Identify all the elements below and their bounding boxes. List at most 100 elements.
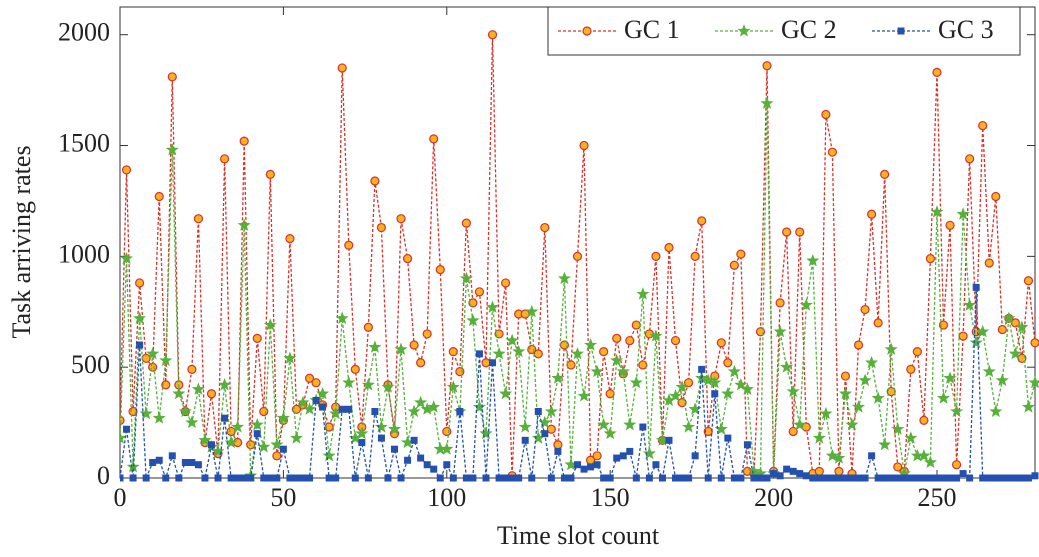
data-point (1005, 474, 1013, 482)
data-point (658, 474, 666, 482)
data-point (423, 461, 431, 469)
data-point (912, 347, 922, 357)
data-point (194, 461, 202, 469)
data-point (907, 474, 915, 482)
data-point (724, 434, 732, 442)
data-point (867, 209, 877, 219)
data-point (231, 420, 245, 433)
data-point (350, 364, 360, 374)
data-point (665, 436, 673, 444)
data-point (234, 474, 242, 482)
y-tick-label: 1500 (58, 128, 110, 157)
x-tick-label: 250 (917, 483, 956, 512)
data-point (963, 298, 977, 311)
legend-marker (582, 26, 592, 36)
legend-label: GC 3 (938, 15, 994, 44)
data-point (623, 417, 637, 431)
data-point (567, 474, 575, 482)
data-point (605, 389, 615, 399)
data-point (286, 474, 294, 482)
data-point (252, 333, 262, 343)
data-point (590, 364, 604, 378)
data-point (371, 408, 379, 416)
y-axis-label: Task arriving rates (7, 145, 36, 338)
data-point (416, 358, 426, 368)
data-point (414, 395, 428, 409)
data-point (951, 460, 962, 470)
data-point (461, 218, 471, 228)
data-point (708, 375, 722, 389)
data-point (969, 335, 983, 349)
data-point (221, 414, 229, 422)
data-point (540, 222, 550, 233)
data-point (684, 378, 694, 388)
data-point (972, 283, 980, 291)
data-point (345, 405, 353, 413)
data-point (1008, 347, 1022, 360)
data-point (306, 474, 314, 482)
data-point (802, 472, 810, 480)
data-point (155, 456, 163, 464)
data-point (495, 474, 503, 482)
data-point (780, 360, 794, 373)
data-point (370, 176, 380, 186)
data-point (492, 347, 506, 360)
data-point (587, 463, 595, 471)
legend-box (547, 6, 1021, 56)
data-point (868, 452, 876, 460)
data-point (397, 474, 405, 482)
data-point (887, 474, 895, 482)
data-point (861, 474, 869, 482)
data-point (976, 324, 990, 338)
data-point (675, 380, 689, 393)
data-point (185, 415, 199, 429)
data-point (906, 364, 916, 374)
data-point (279, 445, 287, 453)
data-point (840, 371, 851, 381)
data-point (636, 287, 650, 300)
data-point (302, 402, 317, 415)
data-point (364, 474, 372, 482)
data-point (795, 227, 805, 237)
data-point (448, 347, 458, 357)
data-point (819, 406, 833, 420)
data-point (880, 169, 890, 179)
data-point (572, 251, 583, 261)
data-point (154, 191, 164, 202)
data-point (786, 384, 800, 398)
data-point (953, 474, 961, 482)
data-point (886, 386, 896, 397)
data-point (989, 404, 1003, 418)
data-point (789, 467, 797, 475)
data-point (913, 474, 921, 482)
data-point (218, 378, 232, 391)
data-point (469, 474, 477, 482)
data-point (512, 344, 526, 358)
data-point (276, 411, 290, 424)
data-point (266, 474, 274, 482)
data-point (459, 271, 473, 285)
data-point (711, 390, 719, 398)
data-point (950, 404, 964, 418)
data-point (612, 333, 622, 343)
data-point (743, 441, 751, 449)
data-point (123, 425, 131, 433)
data-point (120, 474, 124, 482)
data-point (632, 474, 640, 482)
data-point (613, 454, 621, 462)
data-point (296, 395, 310, 409)
data-point (845, 417, 859, 431)
data-point (920, 474, 928, 482)
data-point (272, 451, 282, 461)
data-point (259, 406, 269, 417)
y-tick-label: 1000 (58, 239, 110, 268)
data-point (580, 465, 588, 473)
data-point (809, 474, 817, 482)
data-point (979, 474, 987, 482)
data-point (263, 318, 277, 331)
data-point (723, 358, 733, 368)
data-point (206, 389, 217, 399)
x-tick-label: 0 (114, 483, 127, 512)
data-point (619, 452, 627, 460)
data-point (685, 474, 693, 482)
